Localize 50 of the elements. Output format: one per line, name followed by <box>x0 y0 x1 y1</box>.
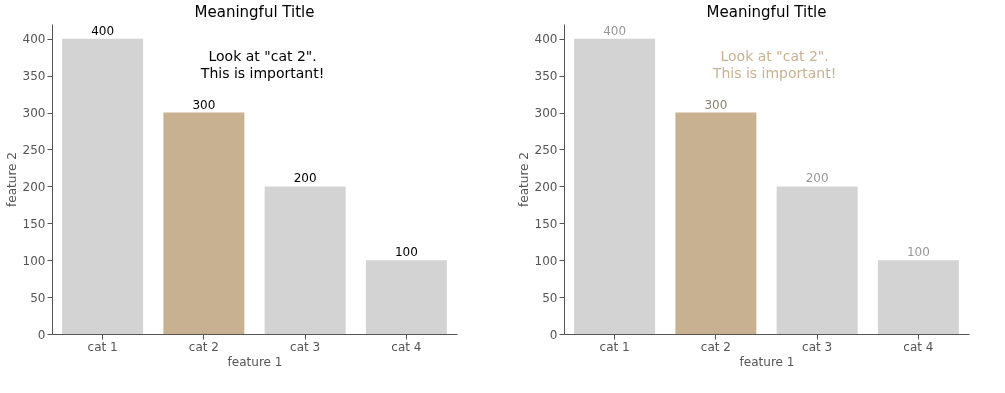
x-tick-label: cat 3 <box>802 339 833 354</box>
x-tick-label: cat 2 <box>188 339 219 354</box>
bar <box>675 112 757 334</box>
data-label: 100 <box>906 245 930 260</box>
bar <box>365 260 447 334</box>
bar <box>574 38 656 334</box>
data-label: 200 <box>805 171 829 186</box>
y-tick-label: 400 <box>22 32 46 47</box>
y-tick-label: 100 <box>534 253 558 268</box>
data-label: 300 <box>704 97 728 112</box>
x-tick-label: cat 2 <box>700 339 731 354</box>
y-tick-label: 50 <box>30 290 46 305</box>
y-axis-title: feature 2 <box>516 152 531 207</box>
bar <box>264 186 346 334</box>
y-tick-label: 300 <box>22 106 46 121</box>
x-tick-label: cat 1 <box>87 339 118 354</box>
y-tick-label: 200 <box>534 179 558 194</box>
data-label: 200 <box>293 171 317 186</box>
data-label: 100 <box>394 245 418 260</box>
data-label: 300 <box>192 97 216 112</box>
y-tick-label: 400 <box>534 32 558 47</box>
y-tick-label: 100 <box>22 253 46 268</box>
annotation: Look at "cat 2". This is important! <box>711 48 837 81</box>
bar <box>163 112 245 334</box>
bar <box>62 38 144 334</box>
bar <box>776 186 858 334</box>
x-axis-title: feature 1 <box>227 354 283 369</box>
y-tick-label: 50 <box>542 290 558 305</box>
y-axis-title: feature 2 <box>4 152 19 207</box>
x-tick-label: cat 4 <box>903 339 934 354</box>
y-tick-label: 250 <box>22 142 46 157</box>
data-label: 400 <box>91 23 115 38</box>
y-tick-label: 200 <box>22 179 46 194</box>
y-tick-label: 350 <box>22 69 46 84</box>
bar <box>877 260 959 334</box>
chart-title: Meaningful Title <box>194 3 315 21</box>
x-axis-title: feature 1 <box>739 354 795 369</box>
chart-title: Meaningful Title <box>706 3 827 21</box>
y-tick-label: 0 <box>37 327 46 342</box>
x-tick-label: cat 1 <box>599 339 630 354</box>
y-tick-label: 150 <box>534 216 558 231</box>
x-tick-label: cat 4 <box>391 339 422 354</box>
y-tick-label: 300 <box>534 106 558 121</box>
y-tick-label: 0 <box>549 327 558 342</box>
y-tick-label: 150 <box>22 216 46 231</box>
y-tick-label: 250 <box>534 142 558 157</box>
annotation: Look at "cat 2". This is important! <box>199 48 325 81</box>
y-tick-label: 350 <box>534 69 558 84</box>
x-tick-label: cat 3 <box>290 339 321 354</box>
data-label: 400 <box>603 23 627 38</box>
